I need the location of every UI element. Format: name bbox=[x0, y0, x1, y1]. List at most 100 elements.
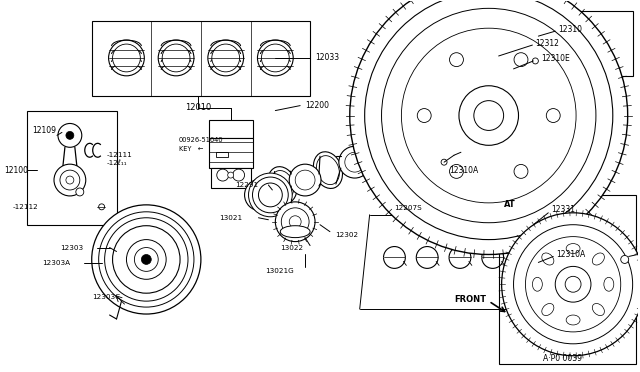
Circle shape bbox=[134, 247, 158, 271]
Text: 13021G: 13021G bbox=[266, 268, 294, 275]
Text: AT: AT bbox=[504, 201, 515, 209]
Ellipse shape bbox=[410, 124, 439, 161]
Bar bbox=[209, 138, 253, 168]
Circle shape bbox=[381, 8, 596, 223]
Ellipse shape bbox=[268, 167, 297, 203]
Circle shape bbox=[99, 204, 104, 210]
Circle shape bbox=[282, 208, 309, 235]
Circle shape bbox=[556, 266, 591, 302]
Text: 12310A: 12310A bbox=[556, 250, 586, 259]
Text: -12112: -12112 bbox=[12, 204, 38, 210]
Ellipse shape bbox=[542, 253, 554, 265]
Circle shape bbox=[244, 179, 276, 211]
Ellipse shape bbox=[364, 141, 387, 170]
Circle shape bbox=[459, 86, 518, 145]
Circle shape bbox=[228, 172, 234, 178]
Ellipse shape bbox=[593, 304, 604, 315]
Ellipse shape bbox=[271, 170, 294, 199]
Text: 12312: 12312 bbox=[536, 39, 559, 48]
Circle shape bbox=[289, 164, 321, 196]
Circle shape bbox=[58, 124, 82, 147]
Ellipse shape bbox=[314, 152, 342, 189]
Circle shape bbox=[66, 131, 74, 140]
Ellipse shape bbox=[542, 304, 554, 315]
Bar bbox=[28, 110, 116, 225]
Ellipse shape bbox=[361, 137, 390, 174]
Text: 12010: 12010 bbox=[185, 103, 211, 112]
Circle shape bbox=[217, 169, 228, 181]
Circle shape bbox=[54, 164, 86, 196]
Circle shape bbox=[92, 205, 201, 314]
Circle shape bbox=[60, 170, 80, 190]
Circle shape bbox=[289, 216, 301, 228]
Bar bbox=[499, 195, 636, 364]
Text: 12303: 12303 bbox=[60, 244, 83, 250]
Circle shape bbox=[162, 44, 190, 72]
Bar bbox=[548, 11, 633, 76]
Circle shape bbox=[417, 109, 431, 122]
Circle shape bbox=[449, 53, 463, 67]
Text: 12291: 12291 bbox=[236, 182, 259, 188]
Bar bbox=[216, 152, 228, 157]
Circle shape bbox=[439, 125, 459, 145]
Text: 12310: 12310 bbox=[558, 25, 582, 34]
Text: 12207S: 12207S bbox=[394, 205, 422, 211]
Circle shape bbox=[390, 138, 410, 158]
Circle shape bbox=[212, 44, 239, 72]
Text: 00926-51640: 00926-51640 bbox=[179, 137, 224, 143]
Circle shape bbox=[449, 164, 463, 178]
Circle shape bbox=[275, 202, 315, 241]
Circle shape bbox=[474, 101, 504, 131]
Text: 13021: 13021 bbox=[219, 215, 242, 221]
Text: 12302: 12302 bbox=[335, 232, 358, 238]
Circle shape bbox=[365, 0, 612, 240]
Circle shape bbox=[99, 212, 194, 307]
Bar bbox=[92, 21, 310, 96]
Circle shape bbox=[66, 176, 74, 184]
Circle shape bbox=[532, 58, 538, 64]
Circle shape bbox=[433, 119, 465, 151]
Circle shape bbox=[621, 256, 628, 263]
Circle shape bbox=[339, 146, 371, 178]
Circle shape bbox=[233, 169, 244, 181]
Ellipse shape bbox=[566, 244, 580, 253]
Text: 12200: 12200 bbox=[305, 101, 329, 110]
Bar bbox=[209, 121, 253, 138]
Circle shape bbox=[547, 109, 560, 122]
Circle shape bbox=[141, 254, 151, 264]
Circle shape bbox=[441, 159, 447, 165]
Circle shape bbox=[104, 218, 188, 301]
Circle shape bbox=[113, 226, 180, 293]
Circle shape bbox=[295, 170, 315, 190]
Ellipse shape bbox=[413, 128, 436, 157]
Text: 12033: 12033 bbox=[315, 54, 339, 62]
Circle shape bbox=[253, 177, 288, 213]
Ellipse shape bbox=[566, 315, 580, 325]
Text: 12303C: 12303C bbox=[92, 294, 120, 300]
Circle shape bbox=[262, 44, 289, 72]
Text: 12303A: 12303A bbox=[42, 260, 70, 266]
Text: FRONT: FRONT bbox=[454, 295, 486, 304]
Circle shape bbox=[383, 132, 415, 164]
Text: 12331: 12331 bbox=[551, 205, 575, 214]
Circle shape bbox=[502, 213, 640, 356]
Circle shape bbox=[514, 164, 528, 178]
Circle shape bbox=[259, 183, 282, 207]
Ellipse shape bbox=[532, 277, 542, 291]
Circle shape bbox=[113, 44, 140, 72]
Circle shape bbox=[513, 225, 633, 344]
Text: 12310A: 12310A bbox=[449, 166, 478, 174]
Text: KEY   ←: KEY ← bbox=[179, 146, 204, 152]
Text: A·P0 0039: A·P0 0039 bbox=[543, 354, 582, 363]
Circle shape bbox=[250, 185, 270, 205]
Ellipse shape bbox=[604, 277, 614, 291]
Text: 12109: 12109 bbox=[32, 126, 56, 135]
Bar bbox=[211, 168, 250, 188]
Ellipse shape bbox=[280, 226, 310, 238]
Text: 12310E: 12310E bbox=[541, 54, 570, 64]
Ellipse shape bbox=[317, 155, 339, 185]
Circle shape bbox=[248, 173, 292, 217]
Circle shape bbox=[76, 188, 84, 196]
Text: 12100: 12100 bbox=[4, 166, 28, 174]
Ellipse shape bbox=[593, 253, 604, 265]
